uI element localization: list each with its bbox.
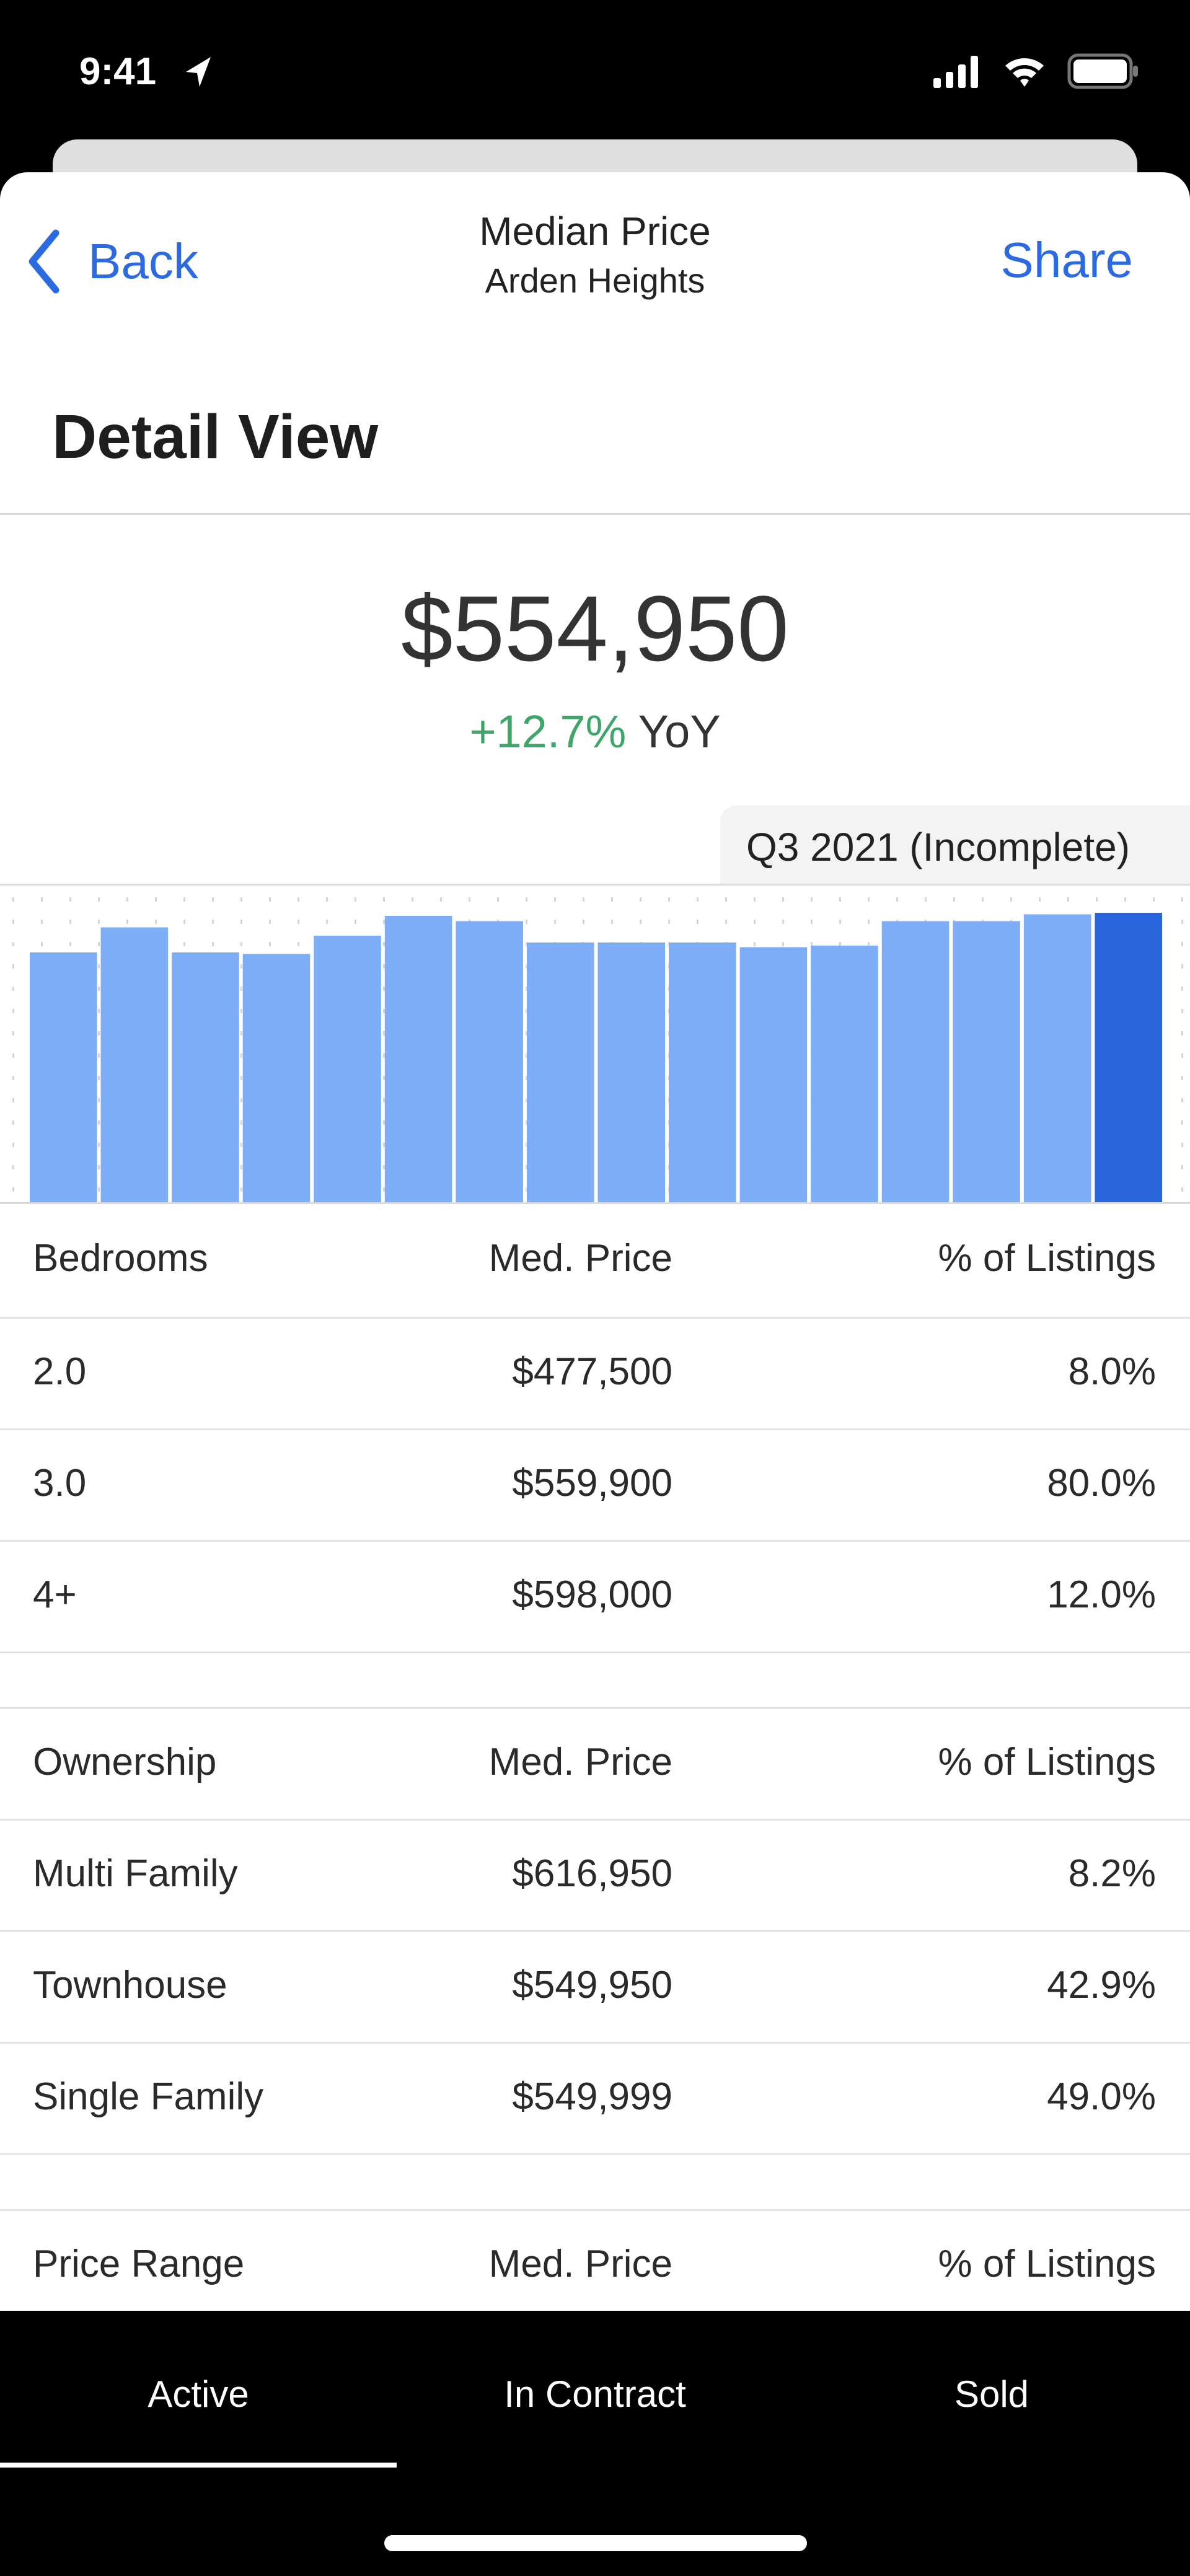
percent-of-listings: 8.0%: [1068, 1350, 1156, 1393]
median-price: Med. Price: [488, 1741, 672, 1783]
chevron-left-icon: [29, 229, 60, 294]
chart-bar[interactable]: [811, 945, 878, 1202]
percent-of-listings: % of Listings: [938, 2243, 1156, 2285]
chart-bar[interactable]: [242, 954, 311, 1202]
percent-of-listings: % of Listings: [938, 1237, 1156, 1280]
wifi-icon: [1005, 58, 1044, 87]
row-label: 2.0: [33, 1350, 87, 1393]
median-price: Med. Price: [488, 1237, 672, 1280]
home-indicator: [384, 2535, 807, 2551]
status-time: 9:41: [79, 50, 157, 93]
detail-sheet: Back Median Price Arden Heights Share De…: [0, 172, 1190, 2316]
row-label: 4+: [33, 1573, 77, 1616]
table-header: Ownership Med. Price % of Listings: [0, 1707, 1190, 1821]
chart-bar[interactable]: [881, 921, 950, 1202]
row-label: 3.0: [33, 1462, 87, 1505]
table-row: 3.0 $559,900 80.0%: [0, 1428, 1190, 1542]
row-label: Multi Family: [33, 1852, 238, 1895]
median-price: Med. Price: [488, 2243, 672, 2285]
yoy-label: YoY: [638, 706, 721, 757]
percent-of-listings: % of Listings: [938, 1741, 1156, 1783]
median-price: $477,500: [512, 1350, 672, 1393]
nav-title: Median Price: [479, 209, 711, 253]
median-price-value: $554,950: [401, 576, 789, 680]
chart-bar[interactable]: [953, 921, 1020, 1202]
battery-icon: [1067, 53, 1138, 89]
chart-bar[interactable]: [172, 952, 239, 1202]
location-arrow-icon: [186, 57, 211, 87]
chart-bar[interactable]: [456, 921, 523, 1202]
median-price: $598,000: [512, 1573, 672, 1616]
table-row: 2.0 $477,500 8.0%: [0, 1317, 1190, 1430]
tab-sold[interactable]: Sold: [954, 2373, 1029, 2415]
tab-selected-indicator: [0, 2463, 397, 2468]
chart-top-divider: [0, 884, 1190, 886]
median-price: $549,999: [512, 2075, 672, 2118]
table-header: Price Range Med. Price % of Listings: [0, 2209, 1190, 2316]
row-label: Ownership: [33, 1741, 217, 1783]
table-row: Multi Family $616,950 8.2%: [0, 1819, 1190, 1932]
section-divider: [0, 1651, 1190, 1653]
table-row: Single Family $549,999 49.0%: [0, 2042, 1190, 2155]
median-price: $559,900: [512, 1462, 672, 1505]
page-title: Detail View: [52, 402, 379, 472]
back-label: Back: [88, 234, 198, 289]
table-row: Townhouse $549,950 42.9%: [0, 1930, 1190, 2044]
chart-bar[interactable]: [314, 935, 381, 1202]
chart-bar[interactable]: [739, 947, 808, 1202]
percent-of-listings: 42.9%: [1047, 1964, 1156, 2007]
period-label: Q3 2021 (Incomplete): [746, 825, 1130, 869]
chart-bar-selected[interactable]: [1095, 913, 1162, 1202]
chart-bar[interactable]: [30, 952, 97, 1202]
share-button[interactable]: Share: [1000, 232, 1133, 288]
period-pill: Q3 2021 (Incomplete): [720, 806, 1190, 884]
median-price: $616,950: [512, 1852, 672, 1895]
row-label: Single Family: [33, 2075, 264, 2118]
percent-of-listings: 8.2%: [1068, 1852, 1156, 1895]
percent-of-listings: 80.0%: [1047, 1462, 1156, 1505]
signal-icon: [933, 56, 978, 88]
divider: [0, 513, 1190, 515]
row-label: Bedrooms: [33, 1237, 208, 1280]
yoy-percent: +12.7%: [469, 706, 627, 757]
table-header: Bedrooms Med. Price % of Listings: [0, 1205, 1190, 1317]
chart-bar[interactable]: [384, 916, 452, 1202]
chart-bar[interactable]: [1023, 914, 1091, 1202]
percent-of-listings: 49.0%: [1047, 2075, 1156, 2118]
yoy-change: +12.7% YoY: [0, 705, 1190, 758]
chart-bar[interactable]: [526, 942, 594, 1202]
percent-of-listings: 12.0%: [1047, 1573, 1156, 1616]
chart-bar[interactable]: [100, 927, 169, 1202]
section-divider: [0, 2153, 1190, 2155]
tab-active[interactable]: Active: [148, 2373, 249, 2415]
chart-bar[interactable]: [597, 942, 666, 1202]
row-label: Price Range: [33, 2243, 245, 2285]
chart-baseline: [0, 1202, 1190, 1204]
tab-bar: Active In Contract Sold: [0, 2311, 1190, 2576]
table-row: 4+ $598,000 12.0%: [0, 1540, 1190, 1653]
back-button[interactable]: Back: [25, 229, 198, 294]
median-price: $549,950: [512, 1964, 672, 2007]
median-price-bar-chart: [0, 892, 1190, 1204]
row-label: Townhouse: [33, 1964, 227, 2007]
chart-bar[interactable]: [669, 942, 736, 1202]
nav-subtitle: Arden Heights: [485, 261, 705, 300]
tab-in-contract[interactable]: In Contract: [504, 2373, 686, 2415]
